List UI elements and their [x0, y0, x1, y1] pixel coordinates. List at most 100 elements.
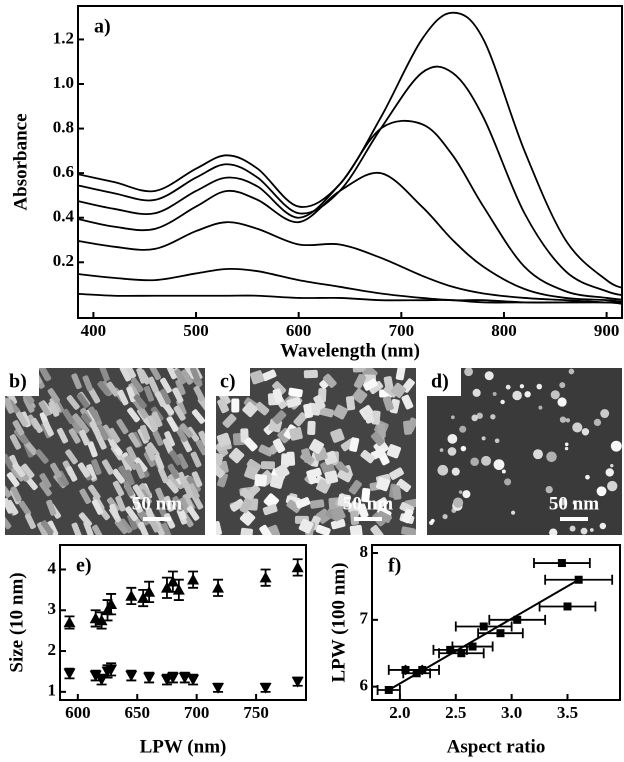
nanorod [12, 462, 26, 478]
nanoparticle [439, 448, 444, 452]
micrograph: b) 50 nm [5, 368, 205, 535]
nanoparticle [289, 427, 303, 441]
x-tick-label: 500 [183, 321, 209, 340]
nanoparticle [471, 414, 479, 422]
nanorod [160, 388, 172, 405]
y-tick-label: 1 [48, 681, 57, 700]
nanorod [126, 386, 137, 403]
nanoparticle [254, 401, 270, 416]
nanoparticle [568, 368, 575, 375]
nanoparticle [481, 436, 486, 441]
x-axis-label: LPW (nm) [140, 736, 227, 757]
y-tick-label: 1.0 [53, 73, 74, 92]
data-point [212, 682, 225, 694]
nanorod [37, 521, 49, 535]
x-axis-label: Wavelength (nm) [280, 340, 420, 361]
nanoparticle [330, 518, 346, 530]
data-layer [63, 558, 304, 694]
y-tick-label: 8 [360, 542, 369, 561]
nanoparticle [240, 527, 254, 535]
nanoparticle [470, 457, 479, 467]
nanorod [35, 449, 49, 464]
nanoparticle [511, 510, 516, 515]
nanoparticle [610, 463, 614, 468]
nanoparticle [392, 485, 402, 500]
nanorod [77, 462, 91, 478]
nanoparticle [536, 383, 543, 390]
nanoparticle [396, 478, 412, 493]
nanorod [180, 369, 193, 385]
panel-label: c) [220, 371, 236, 393]
nanoparticle [361, 487, 371, 503]
nanorod [193, 385, 205, 402]
nanorod [144, 445, 156, 461]
nanoparticle [335, 461, 349, 476]
nanorod [124, 455, 138, 471]
nanoparticle [558, 498, 566, 506]
nanorod [147, 376, 159, 393]
y-tick-label: 0.6 [53, 162, 74, 181]
nanoparticle [370, 431, 385, 446]
nanorod [130, 377, 144, 393]
data-point [172, 583, 185, 595]
nanoparticle [458, 490, 463, 494]
nanoparticle [605, 468, 614, 477]
nanorod [12, 420, 25, 436]
nanorod [79, 488, 92, 505]
nanorod [99, 368, 110, 382]
nanoparticle [572, 500, 577, 505]
nanoparticle [375, 477, 391, 492]
nanoparticle [229, 498, 245, 512]
x-tick-label: 2.5 [445, 703, 466, 722]
nanoparticle [559, 416, 567, 423]
nanoparticle [337, 470, 352, 483]
nanoparticle [593, 418, 602, 427]
nanoparticle [258, 444, 274, 457]
nanoparticle [309, 499, 325, 509]
nanoparticle [524, 391, 531, 398]
nanoparticle [260, 461, 275, 470]
nanorod [118, 465, 131, 481]
nanoparticle [239, 498, 252, 514]
nanoparticle [493, 459, 505, 471]
nanoparticle [501, 469, 506, 474]
nanorod [147, 415, 158, 432]
x-tick-label: 2.0 [389, 703, 410, 722]
nanorod [190, 451, 202, 468]
nanoparticle [301, 448, 312, 463]
nanoparticle [490, 414, 496, 420]
data-point [418, 665, 427, 674]
nanorod [68, 428, 81, 444]
nanorod [89, 420, 101, 437]
particles [5, 368, 205, 535]
nanoparticle [377, 423, 386, 438]
panel: 2.0 2.5 3.0 3.5 6 7 8 Aspect ratio LPW (100 nm) f… [328, 542, 621, 757]
nanorod [183, 482, 194, 499]
nanorod [163, 495, 174, 512]
nanorod [123, 480, 134, 497]
nanoparticle [217, 398, 229, 414]
nanoparticle [401, 526, 416, 535]
nanoparticle [370, 447, 386, 460]
nanoparticle [580, 527, 588, 535]
nanoparticle [288, 387, 303, 398]
nanoparticle [585, 474, 590, 480]
nanoparticle [324, 470, 339, 485]
nanoparticle [371, 410, 381, 425]
nanorod [6, 499, 19, 516]
data-point [125, 589, 138, 601]
panel-label: f) [388, 555, 401, 577]
nanorod [9, 434, 22, 450]
nanorod [30, 417, 43, 434]
panel-label-box [5, 368, 39, 396]
nanoparticle [262, 504, 278, 516]
scale-bar-label: 50 nm [132, 493, 182, 514]
nanoparticle [313, 394, 326, 410]
nanoparticle [330, 506, 346, 522]
nanoparticle [442, 513, 448, 520]
nanoparticle [274, 463, 290, 479]
nanorod [154, 391, 166, 407]
nanoparticle [437, 464, 449, 476]
nanoparticle [451, 415, 455, 420]
nanoparticle [447, 433, 458, 444]
